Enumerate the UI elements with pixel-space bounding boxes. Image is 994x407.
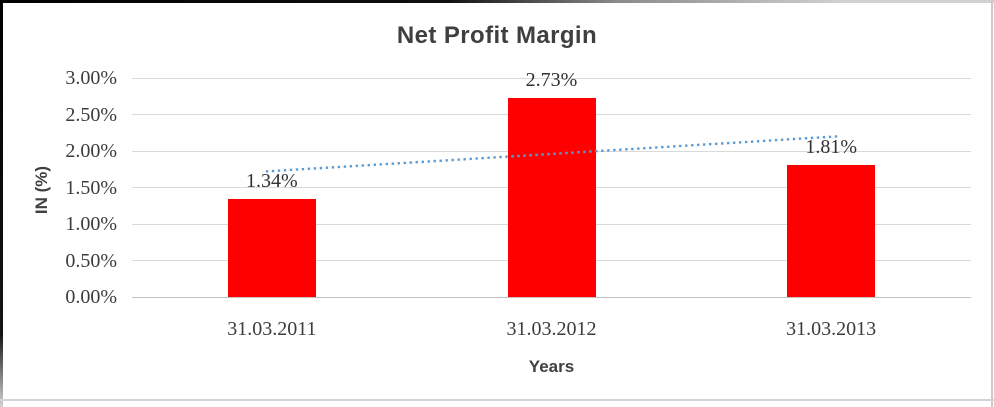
x-tick-label: 31.03.2013 (786, 318, 877, 340)
x-axis-line (132, 296, 971, 298)
data-label: 2.73% (525, 68, 578, 91)
y-tick-label: 0.50% (65, 249, 117, 272)
y-tick-label: 3.00% (65, 67, 117, 89)
frame-border-left (0, 0, 3, 407)
frame-border-right (991, 0, 993, 407)
gridline (132, 77, 971, 79)
y-tick-label: 1.50% (65, 176, 117, 199)
y-tick-label: 2.00% (65, 140, 117, 162)
frame-border-bottom (0, 399, 994, 401)
bar-series-31.03.2012[interactable] (507, 97, 596, 297)
frame-border-top (0, 0, 994, 3)
y-tick-label: 1.00% (65, 213, 117, 235)
x-tick-label: 31.03.2012 (506, 318, 597, 340)
bar-series-31.03.2013[interactable] (787, 164, 876, 297)
x-axis-title: Years (528, 357, 575, 376)
x-tick-label: 31.03.2011 (227, 318, 317, 340)
chart-title: Net Profit Margin (396, 22, 598, 49)
bar-series-31.03.2011[interactable] (227, 199, 316, 297)
data-label: 1.34% (245, 170, 298, 193)
y-tick-label: 2.50% (65, 103, 117, 126)
y-tick-label: 0.00% (65, 286, 117, 308)
data-label: 1.81% (805, 135, 857, 158)
